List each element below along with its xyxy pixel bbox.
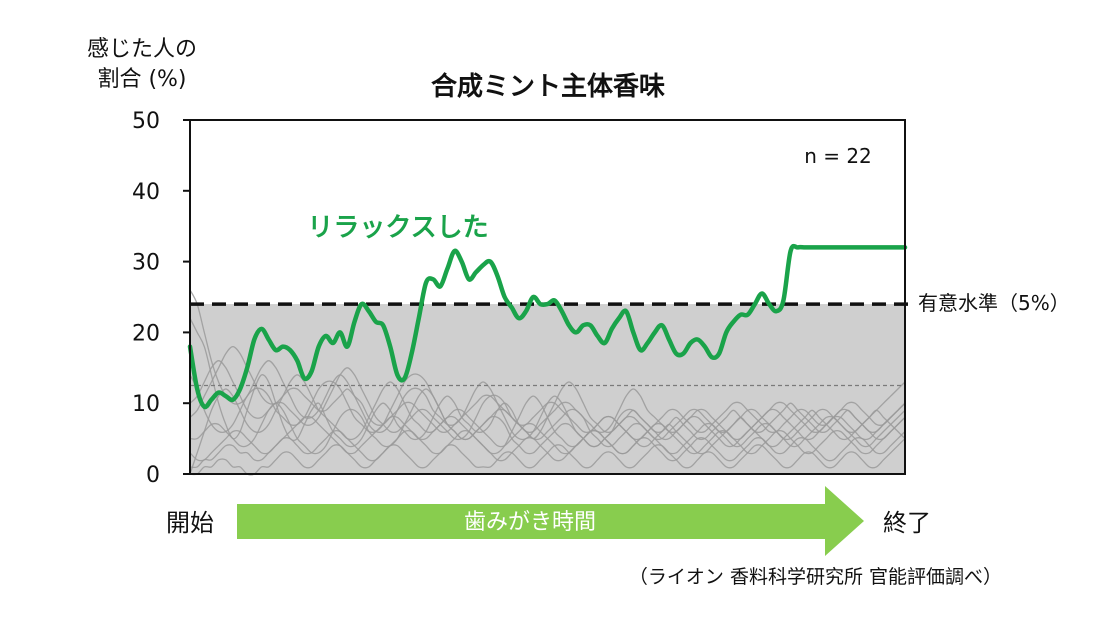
y-tick-label-0: 0 (146, 463, 160, 488)
background-series-line-5 (189, 360, 906, 441)
threshold-label: 有意水準（5%） (918, 291, 1070, 315)
source-note: （ライオン 香料科学研究所 官能評価調べ） (629, 566, 1002, 588)
highlight-series-line (187, 243, 908, 410)
highlight-series-label: リラックスした (307, 213, 488, 243)
x-start-label: 開始 (166, 509, 214, 537)
background-series-line-7 (189, 373, 906, 448)
time-arrow (237, 486, 864, 556)
plot-frame (189, 119, 906, 475)
y-tick-label-20: 20 (132, 321, 160, 346)
y-tick-label-50: 50 (132, 109, 160, 134)
time-arrow-label: 歯みがき時間 (464, 510, 596, 535)
shaded-region (190, 304, 905, 474)
chart-title: 合成ミント主体香味 (431, 71, 665, 102)
y-tick-label-30: 30 (132, 251, 160, 276)
plot-area: 0 10 20 30 40 50 (132, 109, 912, 488)
y-tick-label-40: 40 (132, 180, 160, 205)
x-end-label: 終了 (883, 509, 931, 537)
y-tick-label-10: 10 (132, 392, 160, 417)
background-series-line-9 (189, 345, 906, 441)
sample-size-annotation: n = 22 (804, 144, 872, 168)
y-axis-label-line1: 感じた人の (87, 37, 197, 62)
y-axis-label-line2: 割合 (%) (97, 67, 186, 92)
background-series-line-6 (189, 408, 906, 462)
background-series-line-10 (189, 438, 906, 476)
